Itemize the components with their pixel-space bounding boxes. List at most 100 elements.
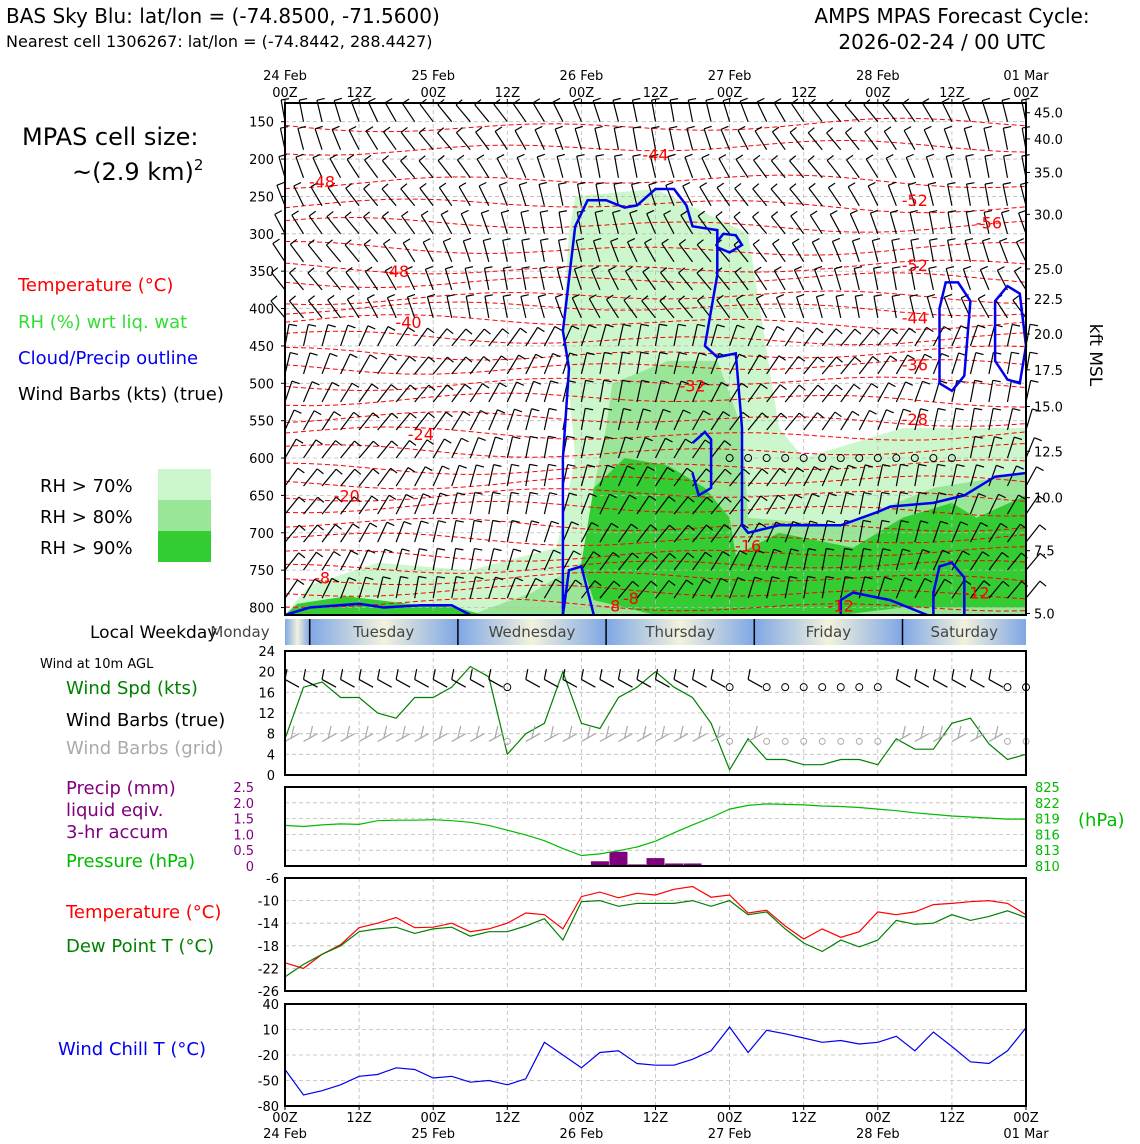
wind-barb-flag — [629, 209, 638, 214]
wind-barb-flag — [558, 210, 568, 213]
grid-wind-barb — [395, 733, 411, 742]
wind-barb — [877, 355, 891, 375]
wind-barb-flag — [984, 154, 993, 157]
wind-barb — [644, 242, 657, 263]
wind-barb — [775, 297, 786, 319]
grid-wind-barb — [951, 733, 967, 742]
wind-barb — [386, 297, 397, 319]
wind-barb — [340, 496, 355, 515]
wind-barb — [718, 158, 731, 179]
wind-barb-flag — [742, 496, 750, 503]
wind-barb — [821, 384, 837, 403]
wind-barb — [381, 216, 397, 235]
wind-barb-flag — [494, 126, 503, 132]
wind-barb — [729, 324, 738, 347]
wind-barb — [969, 580, 985, 599]
wind-barb-flag — [993, 407, 1002, 411]
wind-barb — [599, 436, 606, 459]
wind-barb — [827, 187, 842, 207]
wind-barb-flag — [888, 382, 896, 388]
grid-wind-barb-flag — [327, 725, 332, 739]
wind-barb — [557, 184, 564, 206]
wind-barb-flag — [310, 182, 319, 188]
wind-barb — [278, 156, 286, 178]
wind-barb — [358, 412, 374, 431]
bottom-date-label: 24 Feb — [263, 1127, 307, 1140]
wind-barb — [747, 412, 763, 431]
wind-barb — [401, 103, 416, 123]
wind-barb-flag — [864, 576, 873, 580]
wind-barb — [599, 580, 615, 599]
true-wind-barb — [544, 678, 559, 688]
wind-barb — [654, 409, 664, 431]
weekday-segment — [754, 619, 903, 645]
wind-barb-flag — [980, 522, 988, 527]
wind-grid-label: Wind Barbs (grid) — [66, 738, 224, 759]
wind-barb — [613, 128, 620, 150]
wind-barb — [325, 244, 342, 263]
wind-barb — [321, 578, 333, 599]
wind-barb-flag — [316, 524, 324, 531]
wind-barb — [951, 325, 962, 347]
wind-barb — [592, 100, 601, 122]
wind-barb-flag — [816, 412, 824, 419]
wind-barb — [312, 157, 323, 178]
wind-barb-flag — [387, 326, 396, 331]
wind-barb-flag — [293, 181, 302, 187]
pressure-tick-label: 750 — [249, 564, 274, 579]
wind-barb-flag — [752, 211, 760, 218]
wind-barb — [673, 352, 680, 375]
wind-barb-flag — [548, 435, 557, 439]
wind-barb — [895, 327, 910, 347]
wind-barb — [891, 268, 897, 290]
wind-barb-flag — [443, 237, 451, 243]
wind-barb — [631, 184, 638, 206]
wind-barb — [1012, 299, 1027, 319]
pressure-tick-label: 400 — [249, 303, 274, 318]
wind-barb-flag — [534, 125, 543, 131]
true-wind-barb — [414, 678, 429, 688]
true-wind-barb — [673, 678, 689, 688]
wind-barb-flag — [1012, 323, 1021, 327]
wind-barb-flag — [812, 238, 820, 243]
bottom-hour-label: 00Z — [717, 1111, 743, 1126]
wind-barb-flag — [492, 519, 501, 523]
wind-barb — [293, 185, 305, 207]
wind-barb — [520, 296, 527, 319]
wind-barb-flag — [1011, 351, 1020, 355]
weekday-segment — [457, 619, 607, 645]
wind-barb — [1002, 184, 1009, 206]
wind-barb-flag — [344, 239, 352, 246]
wind-barb-flag — [982, 97, 991, 102]
wind-barb — [1006, 324, 1013, 347]
wind-barb-flag — [720, 577, 729, 583]
wind-barb — [710, 578, 722, 599]
wind-barb-flag — [551, 520, 560, 525]
wind-barb-flag — [906, 153, 914, 159]
wind-barb — [469, 520, 475, 543]
wind-barb-flag — [556, 153, 566, 158]
location-title: BAS Sky Blu: lat/lon = (-74.8500, -71.56… — [6, 4, 440, 28]
wind-barb-flag — [723, 523, 731, 530]
wind-barb-flag — [665, 437, 673, 443]
wind-barb-flag — [484, 266, 493, 269]
wind-barb — [962, 268, 971, 291]
wind-barb — [558, 212, 564, 234]
calm-wind-circle — [799, 454, 808, 463]
wind-barb — [455, 104, 471, 123]
wind-barb — [493, 103, 508, 123]
precip-bar — [683, 863, 702, 866]
cloud-outline-thin — [691, 430, 713, 498]
wind-barb-flag — [437, 547, 446, 551]
temperature-label: -40 — [395, 313, 421, 332]
panel-frame — [284, 877, 1027, 992]
wind-barb — [735, 298, 749, 319]
temperature-contour — [284, 571, 1027, 586]
wind-barb-flag — [961, 97, 970, 102]
wind-barb — [612, 212, 620, 234]
wind-barb — [469, 548, 475, 571]
height-tick-label: 10.0 — [1034, 492, 1063, 507]
wind-barb — [895, 577, 906, 599]
temperature-contour — [284, 345, 1027, 361]
wind-barb-flag — [1030, 379, 1039, 383]
